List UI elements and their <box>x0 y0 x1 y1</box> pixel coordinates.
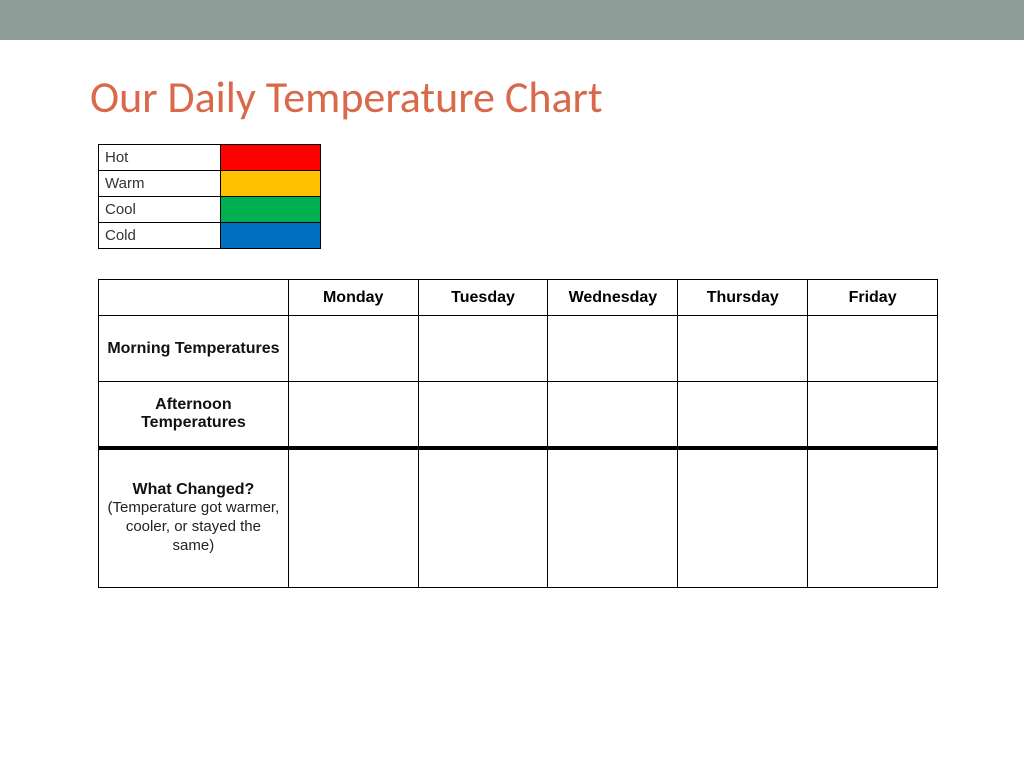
col-friday: Friday <box>808 280 938 316</box>
cell <box>548 382 678 448</box>
slide-content: Our Daily Temperature Chart Hot Warm Coo… <box>0 40 1024 588</box>
row-label-text: Afternoon Temperatures <box>141 396 246 431</box>
cell <box>418 448 548 588</box>
row-label-text: What Changed? <box>133 481 255 498</box>
row-what-changed: What Changed? (Temperature got warmer, c… <box>99 448 938 588</box>
cell <box>548 316 678 382</box>
row-afternoon: Afternoon Temperatures <box>99 382 938 448</box>
legend-row: Cool <box>99 197 321 223</box>
legend-label: Hot <box>99 145 221 171</box>
legend-swatch-cold <box>221 223 321 249</box>
legend-swatch-warm <box>221 171 321 197</box>
row-label-afternoon: Afternoon Temperatures <box>99 382 289 448</box>
row-label-morning: Morning Temperatures <box>99 316 289 382</box>
legend-label: Cold <box>99 223 221 249</box>
col-wednesday: Wednesday <box>548 280 678 316</box>
cell <box>548 448 678 588</box>
legend-label: Cool <box>99 197 221 223</box>
legend-swatch-hot <box>221 145 321 171</box>
cell <box>678 382 808 448</box>
page-title: Our Daily Temperature Chart <box>90 70 964 124</box>
legend-swatch-cool <box>221 197 321 223</box>
row-label-text: Morning Temperatures <box>107 340 279 357</box>
cell <box>288 448 418 588</box>
col-thursday: Thursday <box>678 280 808 316</box>
color-legend: Hot Warm Cool Cold <box>98 144 321 249</box>
cell <box>808 316 938 382</box>
header-blank <box>99 280 289 316</box>
legend-row: Cold <box>99 223 321 249</box>
top-accent-bar <box>0 0 1024 40</box>
cell <box>418 316 548 382</box>
chart-header-row: Monday Tuesday Wednesday Thursday Friday <box>99 280 938 316</box>
legend-row: Warm <box>99 171 321 197</box>
col-tuesday: Tuesday <box>418 280 548 316</box>
row-label-change: What Changed? (Temperature got warmer, c… <box>99 448 289 588</box>
temperature-chart: Monday Tuesday Wednesday Thursday Friday… <box>98 279 938 588</box>
cell <box>678 316 808 382</box>
cell <box>288 382 418 448</box>
legend-row: Hot <box>99 145 321 171</box>
cell <box>808 448 938 588</box>
cell <box>808 382 938 448</box>
cell <box>678 448 808 588</box>
legend-label: Warm <box>99 171 221 197</box>
cell <box>288 316 418 382</box>
row-label-subtext: (Temperature got warmer, cooler, or stay… <box>103 499 284 555</box>
col-monday: Monday <box>288 280 418 316</box>
row-morning: Morning Temperatures <box>99 316 938 382</box>
cell <box>418 382 548 448</box>
